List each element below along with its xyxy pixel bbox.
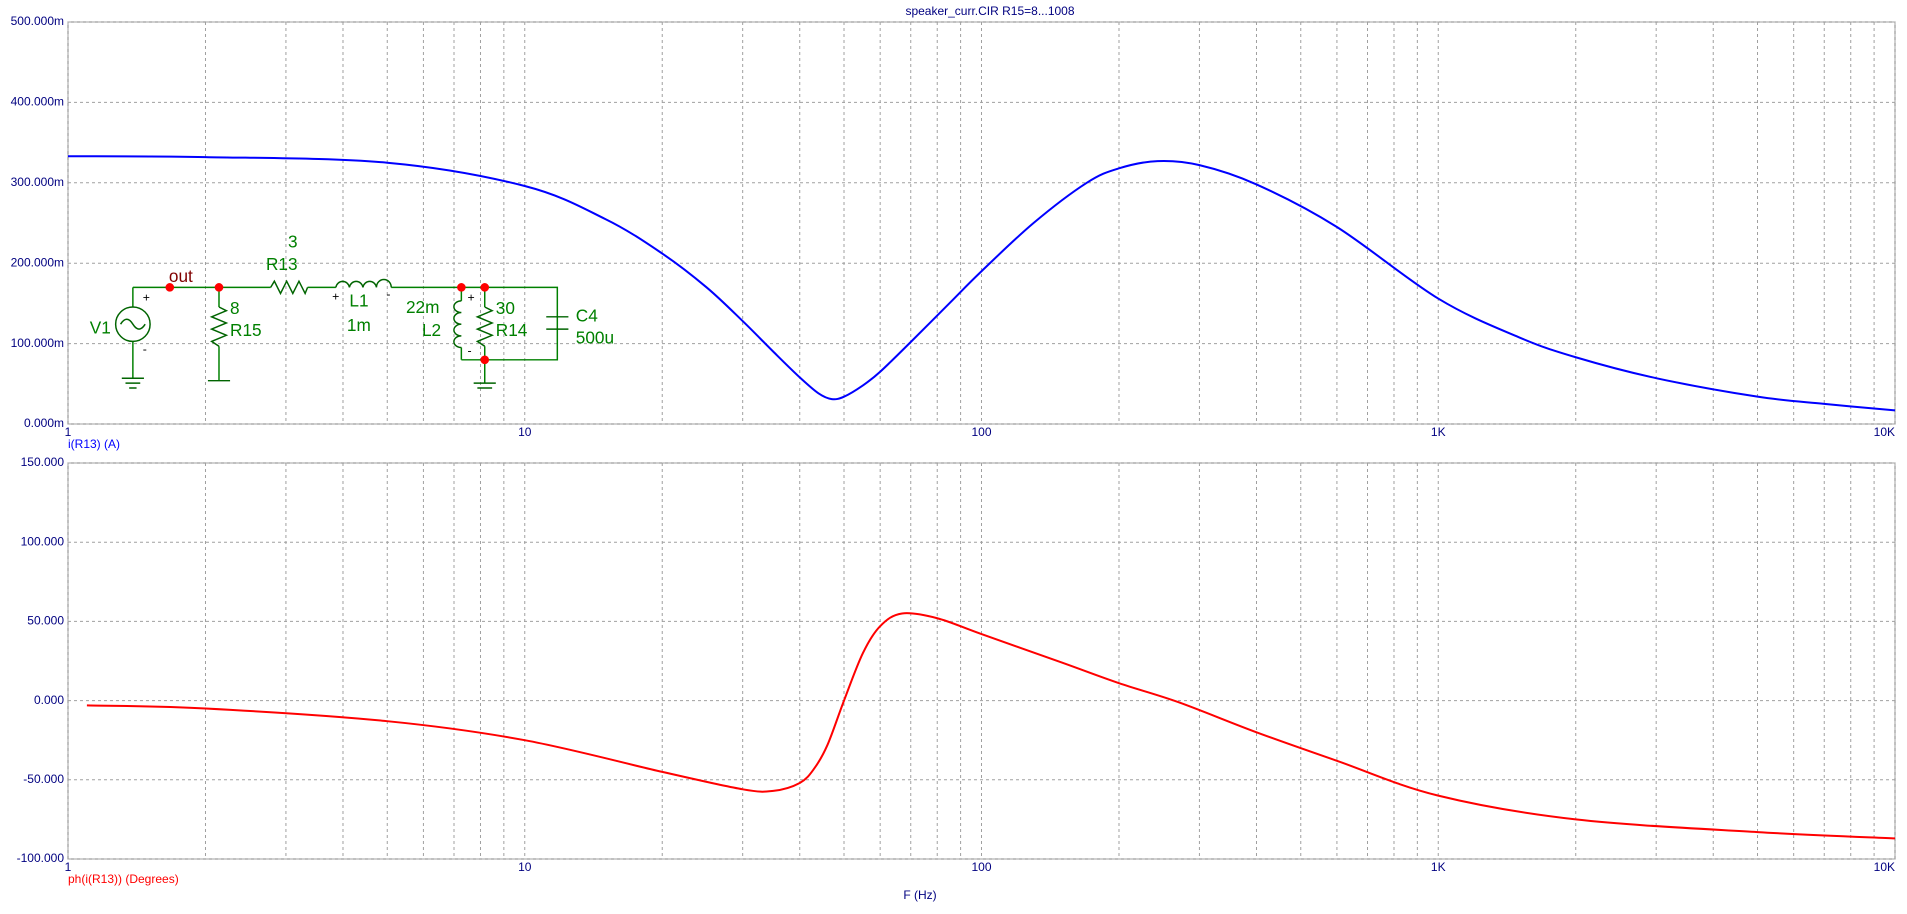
resistor-r14	[475, 306, 495, 347]
source-symbol	[119, 318, 146, 330]
component-value: 1m	[347, 315, 371, 335]
y-tick-label: 500.000m	[11, 14, 64, 28]
schematic: out 3 R13 8 R15 V1 L1 1m 22m L2 30 R14 C…	[90, 232, 614, 389]
polarity: +	[332, 289, 339, 303]
source-v1	[114, 306, 151, 343]
y-tick-label: 150.000	[21, 455, 65, 469]
inductor-l2	[453, 300, 462, 349]
node	[214, 283, 224, 292]
x-tick-label: 1	[65, 860, 72, 874]
wire	[132, 286, 559, 384]
resistor-r15	[209, 306, 229, 347]
x-tick-label: 1	[65, 425, 72, 439]
polarity: +	[143, 291, 150, 305]
component-value: 22m	[406, 297, 439, 317]
polarity: +	[468, 291, 475, 305]
node	[165, 283, 175, 292]
polarity: -	[468, 343, 472, 357]
data-line	[86, 612, 1896, 840]
y-tick-label: 0.000m	[24, 416, 64, 430]
component-value: 3	[288, 232, 298, 252]
y-tick-label: 400.000m	[11, 95, 64, 109]
inductor-l1	[335, 278, 392, 288]
node	[480, 355, 490, 365]
x-tick-label: 100	[971, 860, 991, 874]
x-tick-label: 10	[518, 425, 532, 439]
component-name: R13	[266, 254, 298, 274]
polarity: -	[143, 342, 147, 356]
y-tick-label: 200.000m	[11, 255, 64, 269]
component-name: C4	[576, 305, 598, 325]
nodes	[165, 283, 490, 365]
node	[480, 283, 490, 292]
y-tick-label: 300.000m	[11, 175, 64, 189]
chart-title: speaker_curr.CIR R15=8...1008	[905, 4, 1074, 18]
component-value: 500u	[576, 327, 614, 347]
x-axis-label: F (Hz)	[903, 888, 936, 902]
x-tick-label: 10	[518, 860, 532, 874]
x-tick-label: 10K	[1874, 425, 1895, 439]
component-name: L2	[422, 320, 441, 340]
y-tick-label: 50.000	[27, 614, 64, 628]
y-tick-label: -100.000	[17, 851, 65, 865]
x-tick-label: 100	[971, 425, 991, 439]
capacitor-c4	[546, 316, 569, 330]
y-tick-label: 100.000m	[11, 336, 64, 350]
resistor-r13	[270, 279, 309, 296]
component-name: R14	[496, 320, 528, 340]
component-value: 8	[230, 298, 240, 318]
node	[457, 283, 466, 292]
component-name: L1	[349, 291, 368, 311]
component-value: 30	[496, 298, 515, 318]
y-tick-label: 100.000	[21, 534, 65, 548]
node-label: out	[169, 266, 193, 286]
component-name: R15	[230, 320, 262, 340]
y-tick-label: -50.000	[23, 772, 64, 786]
x-tick-label: 10K	[1874, 860, 1895, 874]
y-axis-label: i(R13) (A)	[68, 437, 120, 451]
data-line	[67, 155, 1896, 412]
polarity: -	[386, 287, 390, 301]
y-axis-label: ph(i(R13)) (Degrees)	[68, 872, 179, 886]
x-tick-label: 1K	[1431, 425, 1446, 439]
component-name: V1	[90, 318, 111, 338]
y-tick-label: 0.000	[34, 693, 64, 707]
ground	[121, 377, 496, 389]
x-tick-label: 1K	[1431, 860, 1446, 874]
